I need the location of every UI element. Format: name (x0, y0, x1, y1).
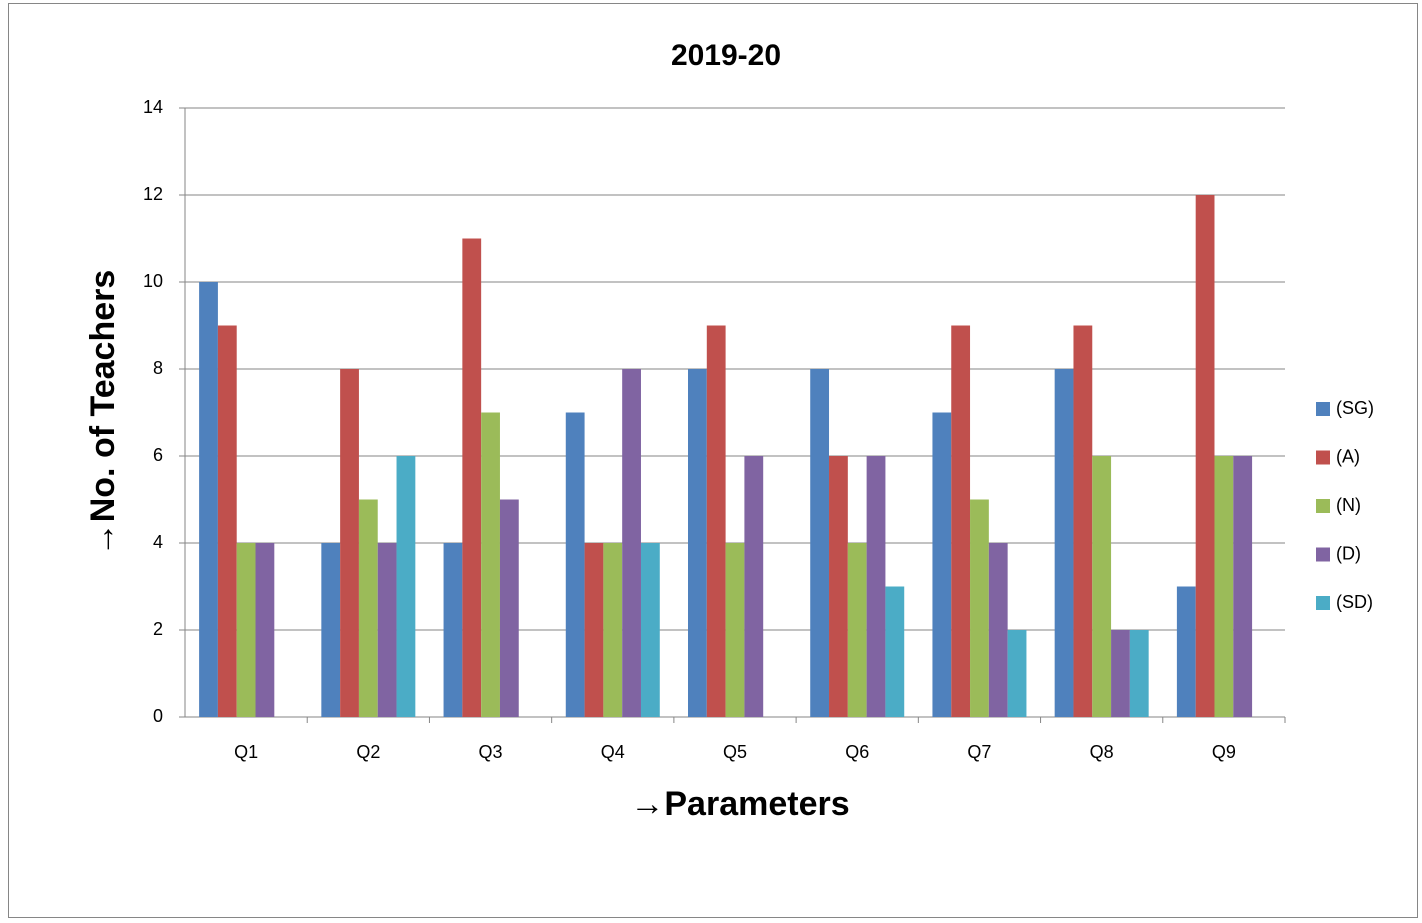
x-tick-label: Q4 (601, 742, 625, 762)
legend-label: (A) (1336, 446, 1360, 466)
x-axis-label: →Parameters (630, 785, 849, 823)
bar (584, 543, 604, 717)
legend-swatch (1316, 450, 1330, 465)
x-tick-label: Q8 (1090, 742, 1114, 762)
bar (1214, 456, 1234, 717)
bar (443, 543, 463, 717)
bar (499, 499, 519, 717)
x-tick-label: Q6 (845, 742, 869, 762)
y-tick-label: 14 (143, 97, 163, 117)
bar (847, 543, 867, 717)
bar (1176, 586, 1196, 717)
bar (603, 543, 623, 717)
legend-swatch (1316, 402, 1330, 416)
bar (358, 499, 378, 717)
bar (1233, 456, 1253, 717)
bar (744, 456, 764, 717)
bar (640, 543, 660, 717)
bar (565, 412, 585, 717)
bar (1073, 325, 1093, 717)
x-tick-label: Q2 (356, 742, 380, 762)
bar (396, 456, 416, 717)
x-tick-label: Q9 (1212, 742, 1236, 762)
bar (1092, 456, 1112, 717)
legend-swatch (1316, 596, 1330, 610)
x-tick-label: Q1 (234, 742, 258, 762)
bar (970, 499, 989, 717)
bar (810, 369, 830, 717)
y-tick-label: 0 (153, 706, 163, 726)
legend-label: (SG) (1336, 398, 1374, 418)
bar (932, 412, 952, 717)
bar (706, 325, 726, 717)
bar (377, 543, 397, 717)
y-tick-label: 8 (153, 358, 163, 378)
bar (321, 543, 341, 717)
bar (1007, 630, 1027, 717)
bar (340, 369, 359, 717)
bar (1195, 195, 1215, 717)
bar (1054, 369, 1074, 717)
bar (255, 543, 275, 717)
bar (688, 369, 707, 717)
y-tick-label: 2 (153, 619, 163, 639)
bar (1129, 630, 1149, 717)
x-tick-label: Q5 (723, 742, 747, 762)
bar (217, 325, 237, 717)
bar (829, 456, 848, 717)
y-tick-label: 12 (143, 184, 163, 204)
legend-label: (D) (1336, 543, 1361, 563)
bar (866, 456, 886, 717)
bar (481, 412, 500, 717)
bar (951, 325, 971, 717)
chart-title: 2019-20 (671, 39, 781, 72)
bar (725, 543, 745, 717)
bar (988, 543, 1008, 717)
bar (885, 586, 905, 717)
legend-swatch (1316, 499, 1330, 513)
legend-label: (SD) (1336, 592, 1373, 612)
legend-swatch (1316, 547, 1330, 562)
y-tick-label: 10 (143, 271, 163, 291)
bar (622, 369, 641, 717)
bar (462, 238, 482, 717)
legend-label: (N) (1336, 495, 1361, 515)
x-tick-label: Q7 (967, 742, 991, 762)
bar (1111, 630, 1130, 717)
x-tick-label: Q3 (479, 742, 503, 762)
y-axis-label: →No. of Teachers (84, 270, 122, 557)
bar (236, 543, 256, 717)
bar (199, 282, 218, 717)
y-tick-label: 6 (153, 445, 163, 465)
y-tick-label: 4 (153, 532, 163, 552)
